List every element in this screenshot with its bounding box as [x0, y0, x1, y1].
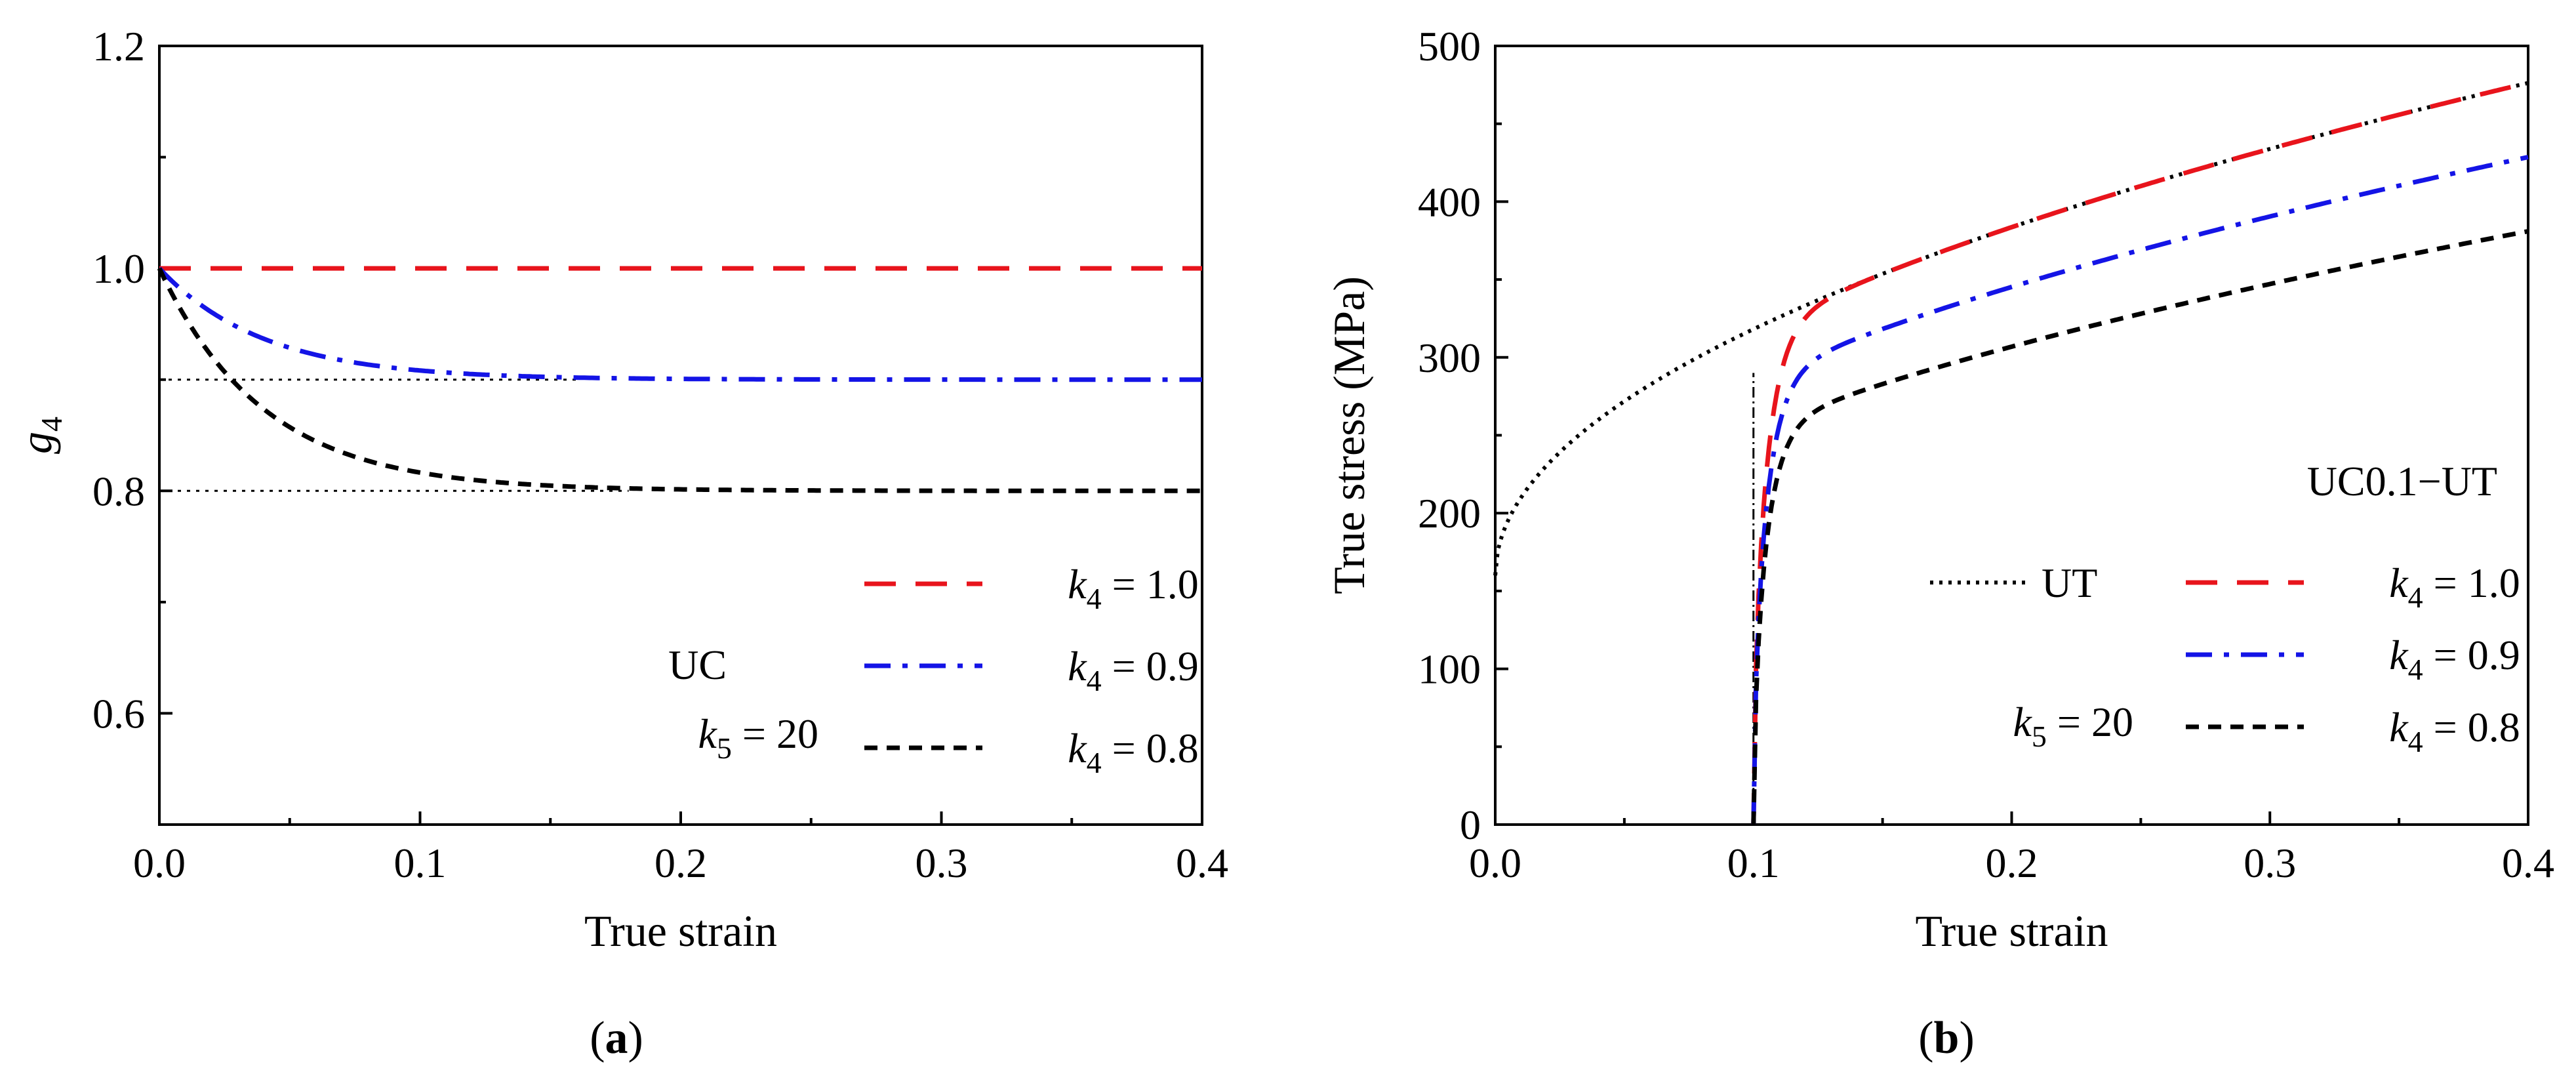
x-tick-label: 0.0: [133, 840, 186, 886]
x-tick-label: 0.4: [1176, 840, 1228, 886]
x-axis-title: True strain: [584, 906, 777, 956]
y-tick-label: 300: [1418, 335, 1481, 381]
panel-label-b: (b): [1918, 1013, 1975, 1063]
annotation: k5 = 20: [698, 710, 819, 765]
panel-a: 0.0 0.1 0.2 0.3 0.4 0.6 0.8 1.0 1.2 True strain g4…: [11, 23, 1228, 956]
series-line-k4-0-9: [157, 266, 1202, 382]
y-axis-title: True stress (MPa): [1324, 276, 1374, 594]
x-tick-label: 0.0: [1469, 840, 1521, 886]
panel-label-a: (a): [590, 1013, 643, 1063]
y-tick-label: 100: [1418, 646, 1481, 693]
y-axis-title: g4: [11, 417, 68, 454]
legend-label: UT: [2042, 560, 2097, 606]
y-tick-label: 500: [1418, 23, 1481, 70]
x-axis-title: True strain: [1915, 906, 2108, 956]
legend-label: k4 = 0.8: [1068, 725, 1199, 779]
x-tick-label: 0.3: [916, 840, 968, 886]
y-tick-label: 1.0: [92, 245, 145, 292]
panel-b: 0.0 0.1 0.2 0.3 0.4 0 100 200 300 400 500 True stra…: [1324, 23, 2554, 956]
x-tick-label: 0.1: [394, 840, 447, 886]
x-tick-label: 0.3: [2244, 840, 2296, 886]
legend-label: k4 = 1.0: [1068, 561, 1199, 615]
annotation: UC0.1−UT: [2307, 458, 2497, 504]
y-tick-label: 0: [1460, 802, 1481, 848]
y-tick-label: 1.2: [92, 23, 145, 70]
series-line-k4-0-8: [157, 267, 1202, 493]
x-tick-label: 0.2: [1986, 840, 2038, 886]
x-tick-label: 0.2: [654, 840, 707, 886]
legend-label: k4 = 0.9: [2389, 632, 2520, 686]
y-tick-label: 400: [1418, 178, 1481, 225]
x-tick-label: 0.1: [1727, 840, 1780, 886]
series-line-k4-1-0: [1751, 81, 2529, 825]
legend-label: k4 = 1.0: [2389, 560, 2520, 614]
series-line-k4-0-8: [1751, 229, 2529, 825]
legend-label: k4 = 0.9: [1068, 643, 1199, 697]
y-tick-label: 200: [1418, 490, 1481, 537]
annotation: UC: [668, 642, 727, 688]
series-line-k4-0-9: [1751, 155, 2529, 825]
annotation: k5 = 20: [2013, 699, 2134, 753]
x-tick-label: 0.4: [2502, 840, 2554, 886]
y-tick-label: 0.6: [92, 690, 145, 737]
legend-label: k4 = 0.8: [2389, 704, 2520, 758]
y-tick-label: 0.8: [92, 468, 145, 514]
